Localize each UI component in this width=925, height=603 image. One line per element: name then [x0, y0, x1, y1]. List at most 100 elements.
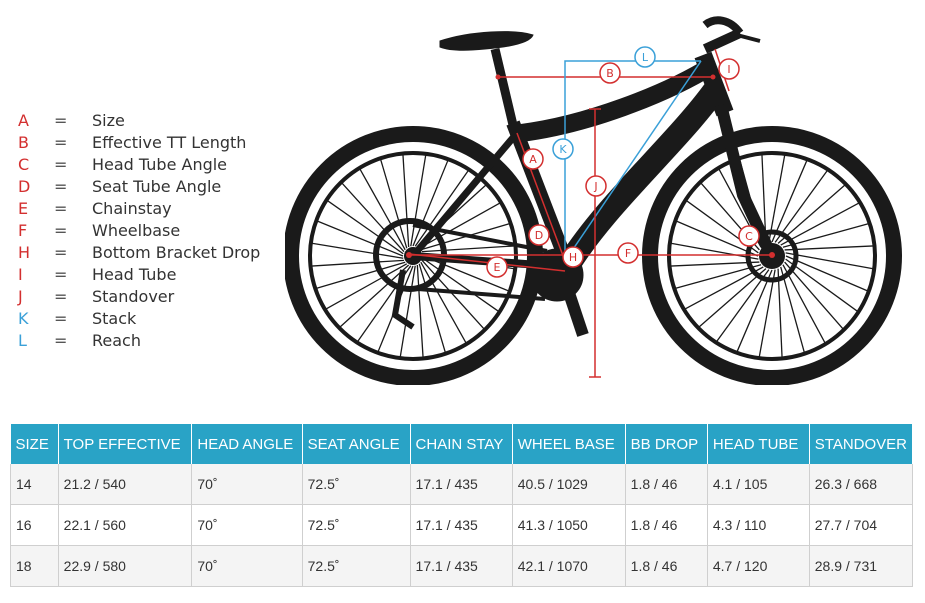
- column-header-seat-angle: SEAT ANGLE: [302, 424, 411, 464]
- column-header-chain-stay: CHAIN STAY: [410, 424, 513, 464]
- spoke: [359, 168, 406, 251]
- table-cell: 22.9 / 580: [58, 545, 193, 587]
- table-cell: 42.1 / 1070: [512, 545, 626, 587]
- marker-a-text: A: [529, 153, 537, 166]
- marker-i: I: [718, 58, 740, 80]
- legend-description: Bottom Bracket Drop: [92, 243, 261, 262]
- legend-letter: C: [18, 155, 30, 174]
- spoke: [316, 261, 406, 290]
- table-cell: 16: [10, 504, 59, 546]
- spoke: [379, 159, 408, 249]
- table-cell: 70˚: [191, 504, 303, 546]
- spoke: [716, 269, 770, 343]
- marker-f: F: [617, 242, 639, 264]
- spoke: [771, 159, 808, 243]
- table-cell: 21.2 / 540: [58, 464, 193, 505]
- legend-row-a: A = Size: [18, 110, 278, 132]
- spoke: [418, 202, 501, 249]
- table-cell: 40.5 / 1029: [512, 464, 626, 505]
- spoke: [675, 264, 762, 290]
- table-cell: 14: [10, 464, 59, 505]
- legend-letter: H: [18, 243, 31, 262]
- spoke: [777, 184, 846, 244]
- column-header-standover: STANDOVER: [809, 424, 914, 464]
- table-row: 16 22.1 / 560 70˚ 72.5˚ 17.1 / 435 41.3 …: [10, 504, 914, 546]
- marker-c: C: [738, 225, 760, 247]
- legend-equals: =: [54, 331, 68, 350]
- spoke: [311, 242, 404, 259]
- table-row: 14 21.2 / 540 70˚ 72.5˚ 17.1 / 435 40.5 …: [10, 464, 914, 505]
- spoke: [418, 263, 447, 353]
- legend-letter: L: [18, 331, 27, 350]
- column-header-bb-drop: BB DROP: [625, 424, 708, 464]
- marker-k: K: [552, 138, 574, 160]
- legend-letter: D: [18, 177, 31, 196]
- marker-b-text: B: [606, 67, 614, 80]
- table-cell: 17.1 / 435: [410, 504, 513, 546]
- legend-letter: B: [18, 133, 29, 152]
- marker-d: D: [528, 224, 550, 246]
- table-cell: 4.1 / 105: [707, 464, 810, 505]
- legend-description: Head Tube Angle: [92, 155, 228, 174]
- legend-description: Stack: [92, 309, 137, 328]
- table-cell: 4.3 / 110: [707, 504, 810, 546]
- legend-equals: =: [54, 155, 68, 174]
- marker-e-text: E: [494, 261, 501, 274]
- legend-letter: E: [18, 199, 29, 218]
- legend-description: Wheelbase: [92, 221, 181, 240]
- marker-j: J: [585, 175, 607, 197]
- spoke: [777, 268, 783, 358]
- table-cell: 26.3 / 668: [809, 464, 914, 505]
- spoke: [736, 269, 773, 353]
- table-cell: 70˚: [191, 545, 303, 587]
- legend-row-b: B = Effective TT Length: [18, 132, 278, 154]
- marker-c-text: C: [745, 230, 753, 243]
- table-cell: 22.1 / 560: [58, 504, 193, 546]
- legend-letter: I: [18, 265, 23, 284]
- column-header-head-angle: HEAD ANGLE: [191, 424, 303, 464]
- legend-row-i: I = Head Tube: [18, 264, 278, 286]
- legend-equals: =: [54, 199, 68, 218]
- spoke: [402, 154, 410, 248]
- spoke: [311, 259, 405, 267]
- spoke: [684, 266, 764, 310]
- legend-description: Effective TT Length: [92, 133, 247, 152]
- marker-i-text: I: [727, 63, 730, 76]
- marker-l: L: [634, 46, 656, 68]
- marker-e: E: [486, 256, 508, 278]
- legend-equals: =: [54, 309, 68, 328]
- table-cell: 1.8 / 46: [625, 464, 708, 505]
- table-header-row: SIZE TOP EFFECTIVE HEAD ANGLE SEAT ANGLE…: [10, 424, 914, 464]
- marker-f-text: F: [625, 247, 631, 260]
- spoke: [670, 242, 759, 260]
- legend-equals: =: [54, 265, 68, 284]
- spoke: [410, 154, 427, 247]
- legend-letter: A: [18, 111, 29, 130]
- legend-description: Standover: [92, 287, 175, 306]
- spoke: [316, 220, 404, 257]
- marker-l-text: L: [642, 51, 649, 64]
- table-cell: 1.8 / 46: [625, 504, 708, 546]
- table-cell: 70˚: [191, 464, 303, 505]
- spoke: [785, 255, 869, 292]
- spoke: [422, 255, 510, 292]
- table-cell: 4.7 / 120: [707, 545, 810, 587]
- legend-equals: =: [54, 177, 68, 196]
- spoke: [670, 261, 760, 267]
- legend-equals: =: [54, 287, 68, 306]
- marker-a: A: [522, 148, 544, 170]
- table-cell: 1.8 / 46: [625, 545, 708, 587]
- marker-b: B: [599, 62, 621, 84]
- spoke: [785, 258, 859, 312]
- column-header-size: SIZE: [10, 424, 59, 464]
- spoke: [421, 259, 485, 330]
- geometry-table: SIZE TOP EFFECTIVE HEAD ANGLE SEAT ANGLE…: [10, 424, 914, 587]
- saddle: [439, 31, 534, 51]
- table-cell: 28.9 / 731: [809, 545, 914, 587]
- legend-equals: =: [54, 221, 68, 240]
- legend-description: Reach: [92, 331, 141, 350]
- legend-row-j: J = Standover: [18, 286, 278, 308]
- spoke: [784, 261, 844, 330]
- spoke: [339, 264, 410, 328]
- legend-equals: =: [54, 111, 68, 130]
